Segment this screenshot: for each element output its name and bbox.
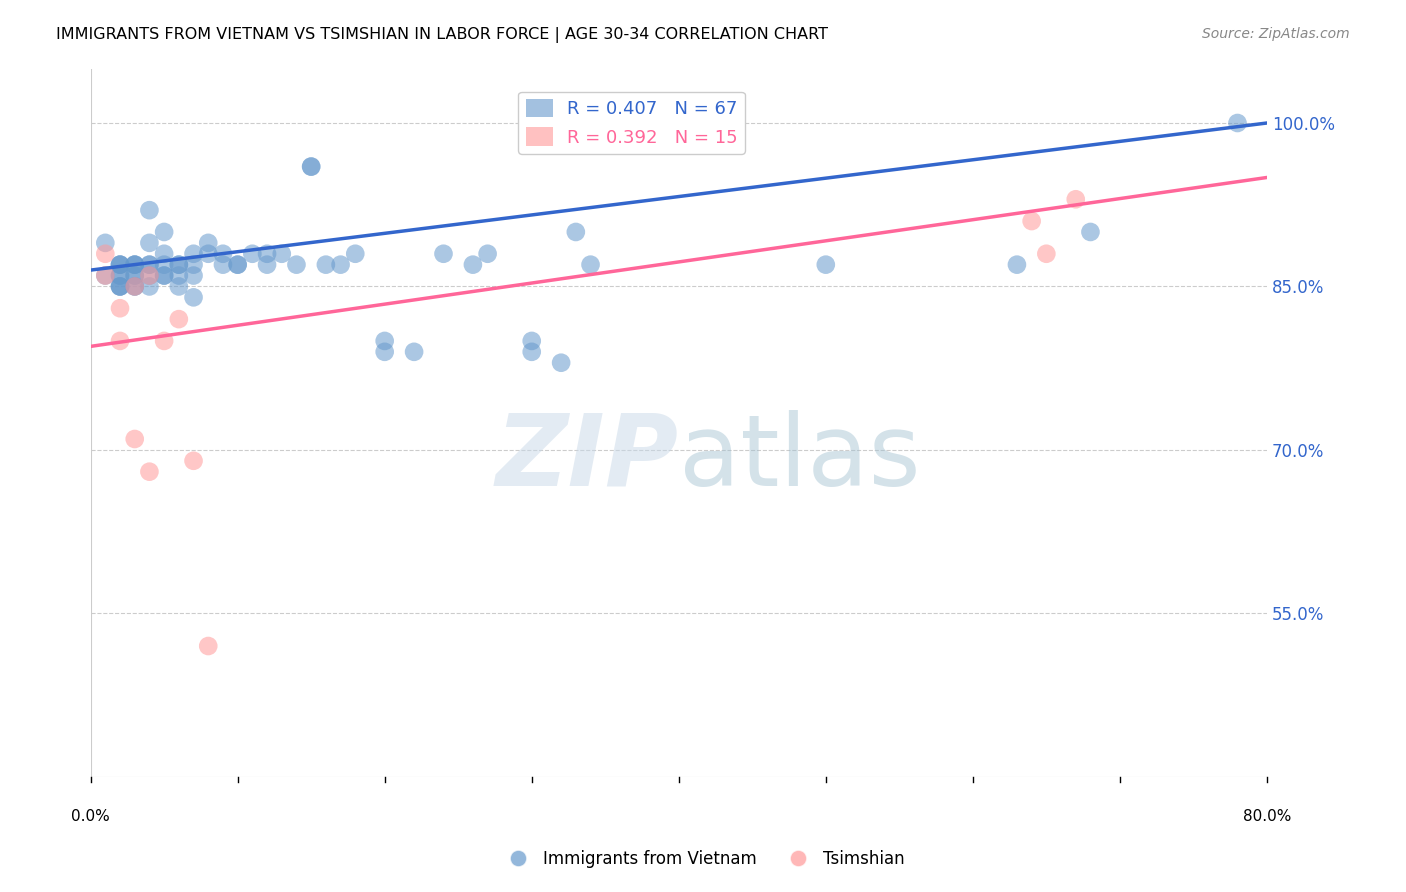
- Immigrants from Vietnam: [167, 268, 190, 283]
- Immigrants from Vietnam: [404, 344, 426, 359]
- Text: atlas: atlas: [679, 409, 921, 507]
- Immigrants from Vietnam: [344, 246, 367, 260]
- Immigrants from Vietnam: [124, 268, 146, 283]
- Immigrants from Vietnam: [167, 279, 190, 293]
- Immigrants from Vietnam: [299, 160, 322, 174]
- Immigrants from Vietnam: [108, 258, 131, 272]
- Immigrants from Vietnam: [167, 258, 190, 272]
- Immigrants from Vietnam: [212, 246, 235, 260]
- Immigrants from Vietnam: [167, 258, 190, 272]
- Tsimshian: [153, 334, 176, 348]
- Immigrants from Vietnam: [256, 246, 278, 260]
- Immigrants from Vietnam: [138, 258, 160, 272]
- Immigrants from Vietnam: [270, 246, 292, 260]
- Immigrants from Vietnam: [432, 246, 454, 260]
- Immigrants from Vietnam: [108, 258, 131, 272]
- Immigrants from Vietnam: [153, 246, 176, 260]
- Immigrants from Vietnam: [108, 268, 131, 283]
- Immigrants from Vietnam: [138, 258, 160, 272]
- Immigrants from Vietnam: [94, 268, 117, 283]
- Immigrants from Vietnam: [124, 258, 146, 272]
- Immigrants from Vietnam: [183, 246, 205, 260]
- Immigrants from Vietnam: [124, 258, 146, 272]
- Tsimshian: [167, 312, 190, 326]
- Immigrants from Vietnam: [124, 279, 146, 293]
- Immigrants from Vietnam: [197, 246, 219, 260]
- Immigrants from Vietnam: [108, 279, 131, 293]
- Tsimshian: [94, 246, 117, 260]
- Immigrants from Vietnam: [299, 160, 322, 174]
- Tsimshian: [183, 454, 205, 468]
- Immigrants from Vietnam: [374, 334, 396, 348]
- Text: ZIP: ZIP: [496, 409, 679, 507]
- Immigrants from Vietnam: [256, 258, 278, 272]
- Tsimshian: [197, 639, 219, 653]
- Immigrants from Vietnam: [183, 258, 205, 272]
- Immigrants from Vietnam: [153, 258, 176, 272]
- Immigrants from Vietnam: [153, 268, 176, 283]
- Immigrants from Vietnam: [520, 334, 543, 348]
- Tsimshian: [124, 279, 146, 293]
- Immigrants from Vietnam: [520, 344, 543, 359]
- Immigrants from Vietnam: [1005, 258, 1028, 272]
- Immigrants from Vietnam: [124, 268, 146, 283]
- Immigrants from Vietnam: [285, 258, 308, 272]
- Legend: Immigrants from Vietnam, Tsimshian: Immigrants from Vietnam, Tsimshian: [495, 844, 911, 875]
- Immigrants from Vietnam: [124, 279, 146, 293]
- Immigrants from Vietnam: [183, 268, 205, 283]
- Immigrants from Vietnam: [108, 258, 131, 272]
- Tsimshian: [108, 301, 131, 316]
- Immigrants from Vietnam: [153, 268, 176, 283]
- Tsimshian: [124, 432, 146, 446]
- Tsimshian: [1064, 192, 1087, 206]
- Immigrants from Vietnam: [124, 258, 146, 272]
- Immigrants from Vietnam: [1226, 116, 1249, 130]
- Immigrants from Vietnam: [329, 258, 352, 272]
- Immigrants from Vietnam: [374, 344, 396, 359]
- Immigrants from Vietnam: [212, 258, 235, 272]
- Immigrants from Vietnam: [226, 258, 249, 272]
- Immigrants from Vietnam: [315, 258, 337, 272]
- Immigrants from Vietnam: [814, 258, 837, 272]
- Legend: R = 0.407   N = 67, R = 0.392   N = 15: R = 0.407 N = 67, R = 0.392 N = 15: [519, 92, 745, 154]
- Tsimshian: [1035, 246, 1057, 260]
- Immigrants from Vietnam: [138, 268, 160, 283]
- Immigrants from Vietnam: [183, 290, 205, 304]
- Immigrants from Vietnam: [94, 235, 117, 250]
- Immigrants from Vietnam: [108, 279, 131, 293]
- Immigrants from Vietnam: [197, 235, 219, 250]
- Tsimshian: [94, 268, 117, 283]
- Tsimshian: [138, 465, 160, 479]
- Immigrants from Vietnam: [579, 258, 602, 272]
- Immigrants from Vietnam: [240, 246, 263, 260]
- Immigrants from Vietnam: [108, 279, 131, 293]
- Immigrants from Vietnam: [565, 225, 588, 239]
- Immigrants from Vietnam: [138, 203, 160, 218]
- Tsimshian: [138, 268, 160, 283]
- Text: IMMIGRANTS FROM VIETNAM VS TSIMSHIAN IN LABOR FORCE | AGE 30-34 CORRELATION CHAR: IMMIGRANTS FROM VIETNAM VS TSIMSHIAN IN …: [56, 27, 828, 43]
- Immigrants from Vietnam: [461, 258, 484, 272]
- Immigrants from Vietnam: [477, 246, 499, 260]
- Immigrants from Vietnam: [153, 225, 176, 239]
- Immigrants from Vietnam: [138, 279, 160, 293]
- Tsimshian: [1021, 214, 1043, 228]
- Text: 80.0%: 80.0%: [1243, 809, 1291, 824]
- Immigrants from Vietnam: [1080, 225, 1102, 239]
- Tsimshian: [108, 334, 131, 348]
- Text: 0.0%: 0.0%: [72, 809, 110, 824]
- Text: Source: ZipAtlas.com: Source: ZipAtlas.com: [1202, 27, 1350, 41]
- Immigrants from Vietnam: [550, 356, 572, 370]
- Immigrants from Vietnam: [226, 258, 249, 272]
- Immigrants from Vietnam: [108, 268, 131, 283]
- Immigrants from Vietnam: [138, 235, 160, 250]
